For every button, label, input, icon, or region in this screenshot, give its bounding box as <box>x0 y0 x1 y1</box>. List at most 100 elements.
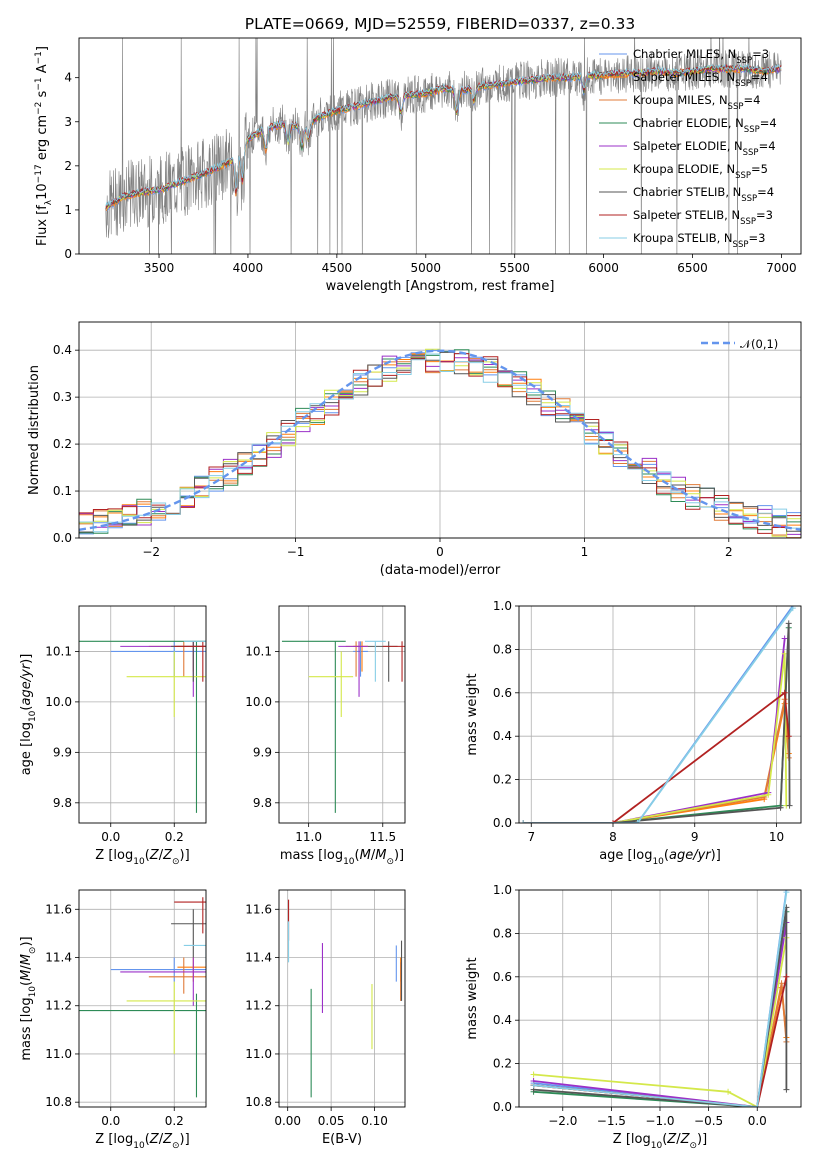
x-tick-label: 5000 <box>410 261 441 275</box>
x-tick-label: 0 <box>436 545 444 559</box>
x-tick-label: 2 <box>725 545 733 559</box>
x-axis-label: E(B-V) <box>322 1132 362 1147</box>
mass-vs-metallicity-panel: 0.0 0.2 10.8 11.0 11.2 11.4 11.6 Z [log10(Z/Z⊙)… <box>19 889 207 1151</box>
y-tick-label: 11.2 <box>45 999 72 1013</box>
massweight-marker <box>783 1086 790 1093</box>
y-tick-label: 0.4 <box>493 1013 512 1027</box>
massweight-marker <box>634 820 641 823</box>
y-tick-label: 9.8 <box>253 796 272 810</box>
y-axis-label: Normed distribution <box>27 365 42 495</box>
legend-entry: Salpeter ELODIE, NSSP=4 <box>633 139 776 158</box>
mass-vs-ebv-panel: 0.00 0.05 0.10 10.8 11.0 11.2 11.4 11.6 E(B-V) <box>245 889 406 1147</box>
legend-entry: Kroupa STELIB, NSSP=3 <box>633 231 765 250</box>
y-axis-label: Flux [fλ10−17 erg cm−2 s−1 A−1] <box>34 46 54 246</box>
y-tick-label: 3 <box>64 115 72 129</box>
massweight-marker <box>781 635 788 642</box>
massweight-line <box>523 638 786 823</box>
x-axis-label: wavelength [Angstrom, rest frame] <box>326 279 555 294</box>
x-tick-label: 0.05 <box>318 1114 345 1128</box>
y-axis-label: mass [log10(M/M⊙)] <box>19 936 38 1060</box>
y-tick-label: 0 <box>64 247 72 261</box>
massweight-marker <box>520 820 527 823</box>
massweight-line <box>523 703 790 823</box>
axes-frame <box>518 605 802 824</box>
massweight-line <box>523 606 794 823</box>
x-tick-label: 10 <box>769 830 784 844</box>
massweight-marker <box>781 689 788 696</box>
legend-entry: Kroupa ELODIE, NSSP=5 <box>633 162 768 181</box>
y-tick-label: 0.0 <box>493 816 512 830</box>
y-tick-label: 10.1 <box>245 644 272 658</box>
x-tick-label: 7000 <box>766 261 797 275</box>
y-tick-label: 10.8 <box>45 1095 72 1109</box>
spectrum-traces <box>105 38 782 254</box>
massweight-vs-metallicity-panel: −2.0 −1.5 −1.0 −0.5 0.0 0.0 0.2 0.4 0.6 0.8 1.0 Z [… <box>465 883 802 1151</box>
legend-entry: Chabrier STELIB, NSSP=4 <box>633 185 774 204</box>
massweight-line <box>523 627 790 823</box>
x-tick-label: 3500 <box>144 261 175 275</box>
spectrum-panel: 3500 4000 4500 5000 5500 6000 6500 7000 0 1 2 3 4 Cha… <box>34 37 802 294</box>
x-tick-label: 6000 <box>588 261 619 275</box>
y-tick-label: 9.8 <box>53 796 72 810</box>
x-tick-label: −1.5 <box>597 1114 626 1128</box>
x-axis-label: (data-model)/error <box>380 563 501 578</box>
x-tick-label: −2.0 <box>548 1114 577 1128</box>
y-tick-label: 0.4 <box>53 343 72 357</box>
massweight-marker <box>778 980 785 987</box>
y-tick-label: 11.4 <box>245 951 272 965</box>
y-tick-label: 11.2 <box>245 999 272 1013</box>
y-tick-label: 0.0 <box>53 531 72 545</box>
legend-entry: Chabrier MILES, NSSP=3 <box>633 47 769 66</box>
x-tick-label: 11.5 <box>369 830 396 844</box>
model-fit-line <box>105 63 782 207</box>
x-tick-label: −2 <box>142 545 160 559</box>
massweight-marker <box>725 1088 732 1095</box>
y-tick-label: 0.1 <box>53 484 72 498</box>
y-tick-label: 11.0 <box>245 1047 272 1061</box>
y-tick-label: 4 <box>64 71 72 85</box>
histogram-traces <box>79 348 801 538</box>
errorbar-marks <box>288 899 403 1098</box>
massweight-marker <box>754 1104 761 1107</box>
x-tick-label: 4500 <box>322 261 353 275</box>
axes-frame <box>518 889 802 1108</box>
errorbar-marks <box>281 640 405 813</box>
massweight-line <box>523 699 790 823</box>
massweight-marker <box>786 802 793 809</box>
x-tick-label: 6500 <box>677 261 708 275</box>
x-axis-label: mass [log10(M/M⊙)] <box>280 848 404 867</box>
massweight-marker <box>530 1082 537 1089</box>
y-tick-label: 10.0 <box>45 695 72 709</box>
y-tick-label: 0.2 <box>493 1057 512 1071</box>
x-tick-label: 7 <box>527 830 535 844</box>
x-axis-label: Z [log10(Z/Z⊙)] <box>613 1132 707 1151</box>
x-tick-label: 1 <box>581 545 589 559</box>
y-axis-label: mass weight <box>465 673 480 755</box>
y-axis-label: mass weight <box>465 957 480 1039</box>
errorbar-marks <box>79 640 206 813</box>
y-tick-label: 0.4 <box>493 729 512 743</box>
x-tick-label: 0.0 <box>101 830 120 844</box>
x-tick-label: −1 <box>287 545 305 559</box>
massweight-marker <box>785 733 792 740</box>
y-tick-label: 0.2 <box>53 437 72 451</box>
x-axis-label: Z [log10(Z/Z⊙)] <box>95 848 189 867</box>
legend-entry: Kroupa MILES, NSSP=4 <box>633 93 760 112</box>
legend-entry: Salpeter STELIB, NSSP=3 <box>633 208 773 227</box>
y-tick-label: 10.0 <box>245 695 272 709</box>
massweight-vs-age-panel: 7 8 9 10 0.0 0.2 0.4 0.6 0.8 1.0 age [log10(age/yr… <box>465 599 802 867</box>
residual-histogram-panel: −2 −1 0 1 2 0.0 0.1 0.2 0.3 0.4 𝒩(0,1) (data-model)… <box>27 321 802 578</box>
y-tick-label: 11.4 <box>45 951 72 965</box>
y-tick-label: 0.0 <box>493 1100 512 1114</box>
y-tick-label: 0.6 <box>493 970 512 984</box>
y-tick-label: 1.0 <box>493 599 512 613</box>
massweight-line <box>523 691 790 823</box>
x-tick-label: 5500 <box>499 261 530 275</box>
y-tick-label: 9.9 <box>253 745 272 759</box>
y-tick-label: 11.6 <box>245 902 272 916</box>
x-tick-label: 4000 <box>233 261 264 275</box>
x-tick-label: −0.5 <box>694 1114 723 1128</box>
x-tick-label: −1.0 <box>645 1114 674 1128</box>
x-axis-label: age [log10(age/yr)] <box>599 848 721 867</box>
